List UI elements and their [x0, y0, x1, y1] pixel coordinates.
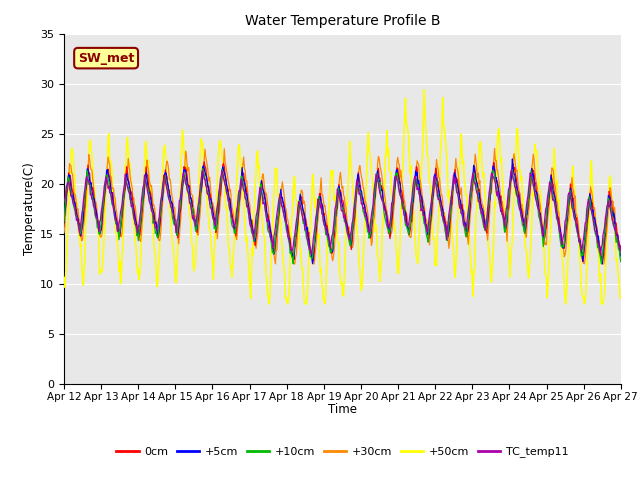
0cm	[428, 216, 435, 222]
+10cm	[70, 205, 78, 211]
Line: 0cm: 0cm	[64, 162, 621, 264]
+10cm	[412, 175, 419, 181]
+5cm	[60, 219, 68, 225]
+10cm	[127, 198, 135, 204]
+10cm	[428, 199, 436, 204]
TC_temp11	[60, 200, 68, 206]
0cm	[214, 212, 222, 217]
+30cm	[127, 181, 135, 187]
+50cm	[617, 295, 625, 301]
Y-axis label: Temperature(C): Temperature(C)	[23, 162, 36, 255]
Title: Water Temperature Profile B: Water Temperature Profile B	[244, 14, 440, 28]
+5cm	[127, 197, 135, 203]
+5cm	[617, 253, 625, 259]
+50cm	[127, 179, 135, 184]
Legend: 0cm, +5cm, +10cm, +30cm, +50cm, TC_temp11: 0cm, +5cm, +10cm, +30cm, +50cm, TC_temp1…	[112, 442, 573, 462]
X-axis label: Time: Time	[328, 403, 357, 416]
0cm	[60, 216, 68, 221]
0cm	[70, 196, 78, 202]
+50cm	[266, 301, 273, 307]
+10cm	[199, 166, 207, 171]
+10cm	[289, 261, 297, 267]
+30cm	[60, 230, 68, 236]
0cm	[127, 189, 135, 195]
0cm	[184, 181, 192, 187]
+50cm	[420, 87, 428, 93]
+30cm	[70, 192, 78, 197]
+5cm	[184, 183, 192, 189]
+30cm	[214, 236, 221, 241]
+5cm	[598, 261, 606, 266]
+50cm	[184, 193, 192, 199]
+50cm	[214, 190, 221, 195]
+5cm	[426, 215, 434, 221]
+30cm	[411, 185, 419, 191]
+10cm	[60, 218, 68, 224]
TC_temp11	[597, 252, 605, 257]
TC_temp11	[508, 166, 515, 172]
TC_temp11	[214, 203, 221, 209]
0cm	[200, 159, 208, 165]
Line: +50cm: +50cm	[64, 90, 621, 304]
Text: SW_met: SW_met	[78, 52, 134, 65]
+10cm	[214, 201, 222, 206]
Line: +30cm: +30cm	[64, 148, 621, 264]
Line: +10cm: +10cm	[64, 168, 621, 264]
TC_temp11	[617, 243, 625, 249]
+30cm	[184, 168, 192, 174]
+5cm	[70, 200, 78, 205]
+30cm	[491, 145, 499, 151]
+30cm	[428, 220, 435, 226]
+50cm	[428, 206, 436, 212]
0cm	[598, 261, 606, 267]
0cm	[617, 247, 625, 253]
+50cm	[411, 229, 419, 235]
Line: TC_temp11: TC_temp11	[64, 169, 621, 254]
+5cm	[214, 215, 221, 220]
Line: +5cm: +5cm	[64, 159, 621, 264]
+50cm	[60, 275, 68, 280]
TC_temp11	[127, 204, 135, 210]
+30cm	[617, 252, 625, 257]
+10cm	[184, 188, 192, 194]
+5cm	[410, 186, 418, 192]
0cm	[411, 182, 419, 188]
+10cm	[617, 259, 625, 264]
+50cm	[70, 169, 78, 175]
TC_temp11	[426, 206, 434, 212]
TC_temp11	[184, 189, 192, 195]
TC_temp11	[410, 177, 418, 182]
+5cm	[509, 156, 516, 162]
TC_temp11	[70, 202, 78, 208]
+30cm	[271, 261, 279, 267]
